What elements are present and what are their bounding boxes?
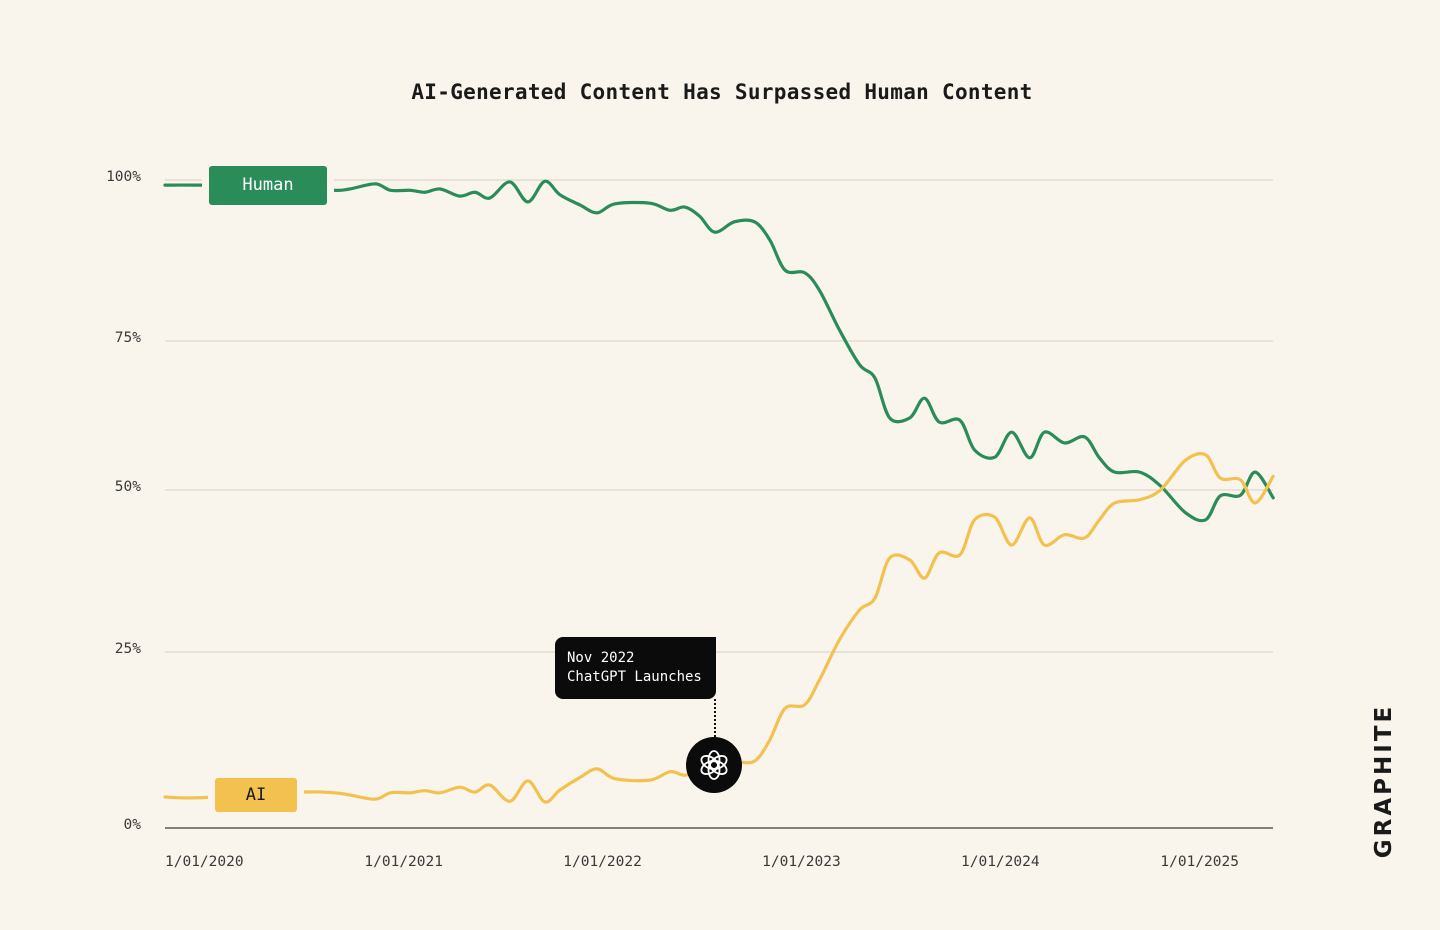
y-tick-label: 25% [115, 641, 141, 657]
y-tick-label: 0% [124, 817, 142, 833]
openai-logo-icon [686, 737, 742, 793]
x-tick-label: 1/01/2022 [563, 854, 642, 870]
x-tick-label: 1/01/2024 [961, 854, 1040, 870]
x-tick-label: 1/01/2025 [1160, 854, 1239, 870]
x-tick-label: 1/01/2020 [165, 854, 244, 870]
chart-title: AI-Generated Content Has Surpassed Human… [411, 80, 1033, 104]
annotation-marker [686, 699, 742, 793]
y-tick-label: 50% [115, 479, 141, 495]
x-axis-ticks: 1/01/2020 1/01/2021 1/01/2022 1/01/2023 1/01… [165, 854, 1239, 870]
y-tick-label: 100% [106, 169, 141, 185]
annotation-date: Nov 2022 [567, 650, 635, 666]
y-tick-label: 75% [115, 330, 141, 346]
openai-logo-glyph [700, 750, 728, 780]
series-lines [163, 179, 1275, 804]
ai-series-line [163, 451, 1275, 804]
annotation-callout: Nov 2022 ChatGPT Launches [555, 637, 716, 699]
legend-label-ai: AI [215, 778, 297, 812]
annotation-text: ChatGPT Launches [567, 669, 702, 685]
x-tick-label: 1/01/2021 [364, 854, 443, 870]
graphite-logo: GRAPHITE [1371, 703, 1397, 859]
gridlines [165, 179, 1273, 829]
x-tick-label: 1/01/2023 [762, 854, 841, 870]
legend-label-human: Human [209, 166, 327, 205]
y-axis-ticks: 0% 25% 50% 75% 100% [106, 169, 141, 833]
human-series-line [163, 179, 1275, 523]
